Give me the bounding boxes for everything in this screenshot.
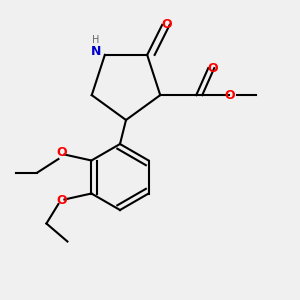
Text: H: H bbox=[92, 35, 100, 45]
Text: N: N bbox=[91, 45, 101, 58]
Text: O: O bbox=[56, 146, 67, 160]
Text: O: O bbox=[207, 61, 218, 75]
Text: O: O bbox=[224, 88, 235, 102]
Text: O: O bbox=[56, 194, 67, 208]
Text: O: O bbox=[161, 18, 172, 32]
